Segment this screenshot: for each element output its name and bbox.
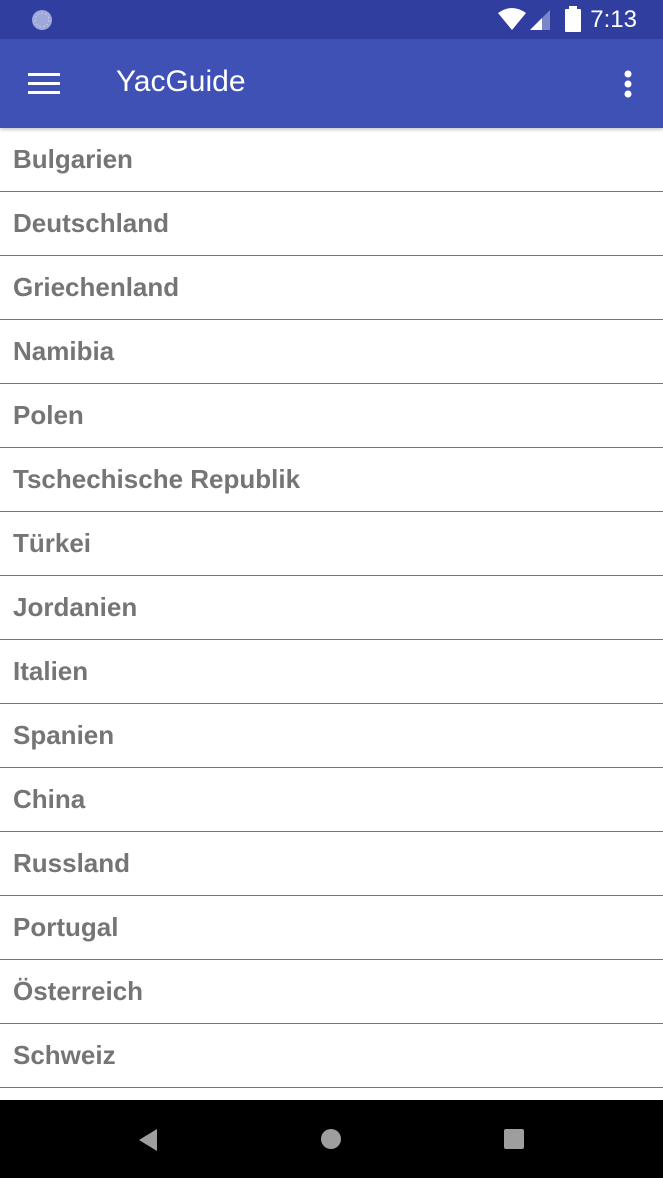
status-bar: 7:13 <box>0 0 663 39</box>
country-name: Schweiz <box>13 1040 116 1070</box>
country-list-item[interactable]: Schweiz <box>0 1024 663 1088</box>
country-name: Italien <box>13 656 89 686</box>
country-name: Namibia <box>13 336 115 366</box>
country-list-item[interactable]: Portugal <box>0 896 663 960</box>
country-name: Griechenland <box>13 272 180 302</box>
country-name: Jordanien <box>13 592 138 622</box>
country-name: China <box>13 784 86 814</box>
country-list-item[interactable]: Jordanien <box>0 576 663 640</box>
country-list-item[interactable]: Bulgarien <box>0 128 663 192</box>
country-list-item[interactable]: Polen <box>0 384 663 448</box>
back-icon[interactable] <box>137 1128 159 1152</box>
country-name: Russland <box>13 848 131 878</box>
country-list-item[interactable]: Deutschland <box>0 192 663 256</box>
app-bar: YacGuide <box>0 39 663 128</box>
notification-icon <box>32 10 52 30</box>
recents-icon[interactable] <box>503 1128 525 1150</box>
country-list: Bulgarien Deutschland Griechenland Namibia P… <box>0 128 663 1152</box>
country-list-item[interactable]: Tschechische Republik <box>0 448 663 512</box>
battery-icon <box>565 6 581 32</box>
country-list-item[interactable]: Russland <box>0 832 663 896</box>
country-name: Spanien <box>13 720 115 750</box>
home-icon[interactable] <box>320 1128 342 1150</box>
signal-icon <box>530 10 550 30</box>
more-vert-icon[interactable] <box>620 69 636 99</box>
country-name: Türkei <box>13 528 92 558</box>
country-name: Polen <box>13 400 84 430</box>
country-list-item[interactable]: Italien <box>0 640 663 704</box>
navigation-bar <box>0 1100 663 1178</box>
country-list-item[interactable]: Türkei <box>0 512 663 576</box>
country-list-item[interactable]: China <box>0 768 663 832</box>
country-name: Österreich <box>13 976 144 1006</box>
status-time: 7:13 <box>590 6 637 33</box>
country-name: Deutschland <box>13 208 170 238</box>
country-name: Portugal <box>13 912 119 942</box>
country-list-item[interactable]: Namibia <box>0 320 663 384</box>
country-list-item[interactable]: Spanien <box>0 704 663 768</box>
country-name: Tschechische Republik <box>13 464 301 494</box>
country-list-item[interactable]: Griechenland <box>0 256 663 320</box>
hamburger-menu-icon[interactable] <box>28 72 62 96</box>
country-list-item[interactable]: Österreich <box>0 960 663 1024</box>
app-title: YacGuide <box>116 65 246 98</box>
country-name: Bulgarien <box>13 144 133 174</box>
wifi-icon <box>498 8 526 30</box>
